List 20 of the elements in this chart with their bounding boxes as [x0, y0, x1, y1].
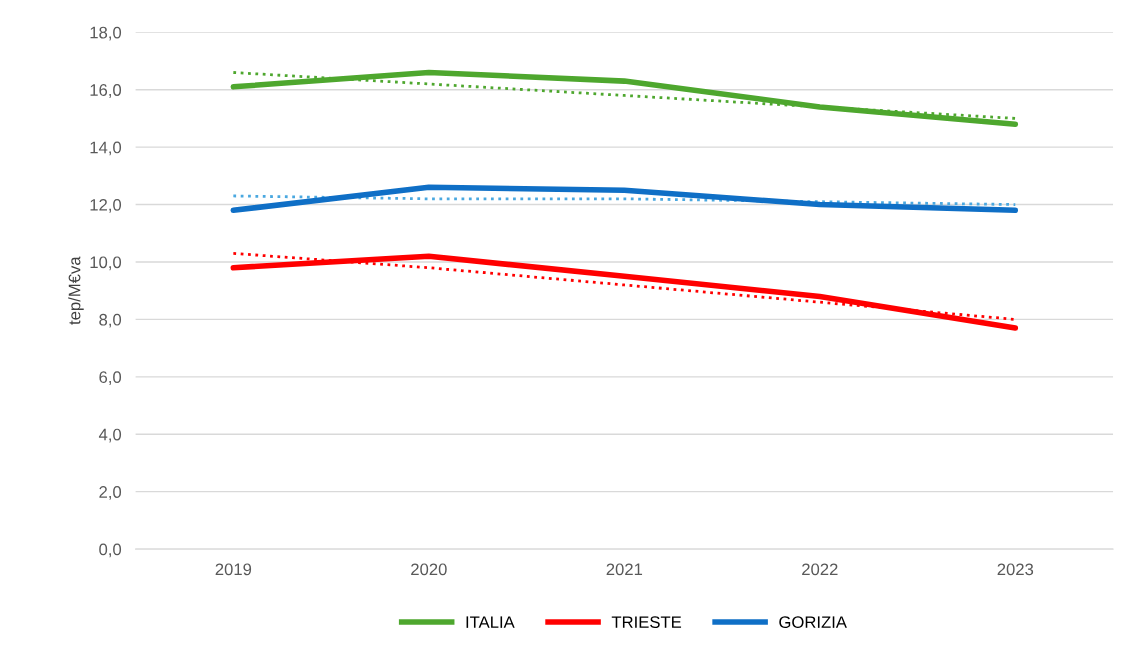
- y-tick-label: 8,0: [99, 313, 122, 328]
- y-axis-title: tep/M€va: [68, 256, 84, 325]
- x-tick-label: 2022: [802, 563, 838, 576]
- y-tick-label: 16,0: [90, 84, 122, 98]
- y-tick-label: 2,0: [99, 486, 122, 500]
- x-tick-label: 2023: [997, 563, 1034, 576]
- y-tick-label: 4,0: [98, 428, 122, 443]
- line-series: [231, 194, 1017, 206]
- legend-label: TRIESTE: [611, 616, 682, 629]
- y-tick-label: 10,0: [90, 256, 122, 271]
- y-tick-label: 12,0: [90, 198, 122, 213]
- x-tick-label: 2021: [606, 563, 643, 576]
- y-tick-label: 18,0: [90, 26, 122, 41]
- legend-label: ITALIA: [466, 616, 515, 628]
- legend-label: GORIZIA: [779, 616, 847, 629]
- x-tick-label: 2019: [215, 563, 252, 576]
- y-tick-label: 6,0: [99, 371, 122, 386]
- y-tick-label: 0,0: [99, 543, 122, 558]
- y-tick-label: 14,0: [90, 141, 122, 156]
- x-tick-label: 2020: [411, 563, 447, 576]
